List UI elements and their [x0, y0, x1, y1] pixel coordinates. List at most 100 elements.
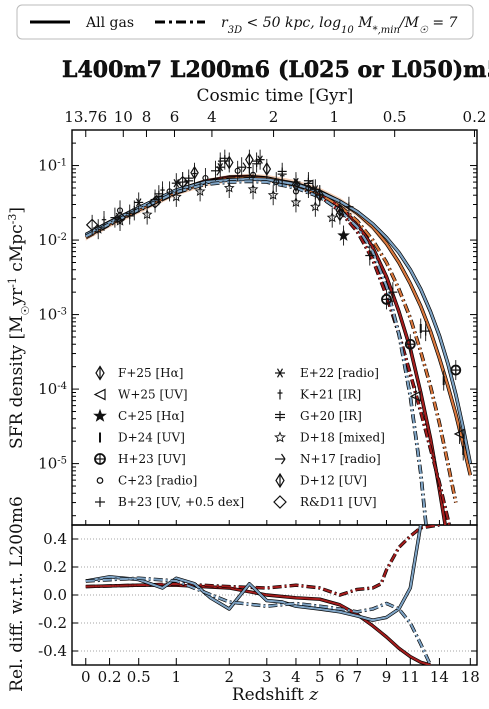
marker-part — [135, 198, 142, 207]
marker-circle-plus — [381, 293, 392, 305]
marker-thin-diamond — [291, 177, 301, 192]
marker-tri-left — [409, 390, 421, 402]
series-line-solid — [85, 177, 472, 464]
marker-part — [249, 171, 257, 178]
y-tick-label: 10-4 — [38, 380, 67, 398]
obs-legend-label: C+25 [Hα] — [118, 409, 184, 423]
legend-solid-label: All gas — [85, 15, 134, 31]
marker-part — [242, 166, 247, 173]
marker-part — [337, 228, 350, 241]
marker-star-open — [310, 201, 321, 212]
marker-part — [281, 453, 286, 460]
x-tick-label: 4 — [291, 668, 301, 686]
marker-part — [170, 191, 182, 202]
obs-legend-label: G+20 [IR] — [300, 409, 362, 423]
obs-legend-label: C+23 [radio] — [118, 474, 197, 488]
marker-thin-diamond — [95, 365, 105, 381]
obs-legend-label: H+23 [UV] — [118, 452, 186, 466]
x-tick-label: 2 — [224, 668, 234, 686]
marker-thin-diamond — [315, 188, 325, 203]
x-tick-label: 0.2 — [98, 668, 122, 686]
y-tick-exponent: -5 — [57, 455, 67, 466]
marker-small-circle — [96, 477, 104, 484]
marker-part — [216, 165, 221, 172]
marker-part — [273, 179, 280, 186]
marker-thin-diamond — [224, 155, 234, 170]
ratio-series-line-solid — [85, 525, 422, 622]
marker-part — [141, 208, 153, 220]
marker-asterisk — [171, 178, 181, 188]
marker-plus — [421, 326, 431, 336]
top-tick-label: 1 — [329, 108, 339, 126]
y-tick-label: 10-5 — [38, 455, 67, 473]
top-tick-label: 6 — [170, 108, 180, 126]
marker-plus — [365, 251, 375, 261]
marker-part — [453, 428, 465, 440]
marker-part — [173, 178, 180, 188]
ratio-y-tick-label: 0.4 — [43, 530, 67, 548]
ratio-plot-area — [72, 525, 477, 665]
observation-legend: F+25 [Hα] W+25 [UV] C+25 [Hα] D+24 [UV] H+23… — [93, 365, 385, 509]
sim-label-l400m7: L400m7 — [62, 57, 162, 83]
obs-legend-label: N+17 [radio] — [300, 452, 381, 466]
obs-legend-label: W+25 [UV] — [118, 388, 188, 402]
x-tick-label: 0 — [81, 668, 91, 686]
marker-star-open — [326, 211, 338, 223]
marker-part — [223, 182, 235, 193]
marker-asterisk — [310, 185, 320, 194]
top-tick-label: 2 — [269, 108, 279, 126]
marker-tri-right — [275, 453, 286, 465]
x-tick-label: 9 — [382, 668, 392, 686]
marker-part — [113, 211, 127, 224]
marker-plus — [388, 287, 398, 297]
main-plot-area — [84, 149, 473, 525]
top-tick-label: 4 — [207, 108, 217, 126]
marker-small-circle — [249, 171, 257, 178]
marker-part — [148, 196, 162, 209]
marker-star-open — [223, 182, 235, 193]
top-tick-label: 13.76 — [64, 108, 107, 126]
marker-tri-left — [453, 428, 465, 440]
x-tick-label: 18 — [461, 668, 480, 686]
y-tick-label: 10-3 — [38, 306, 67, 324]
x-tick-label: 3 — [262, 668, 272, 686]
marker-part — [242, 162, 247, 168]
marker-part — [155, 194, 161, 200]
ratio-y-tick-label: -0.4 — [38, 642, 67, 660]
marker-part — [176, 175, 189, 189]
marker-hash — [275, 411, 285, 421]
marker-tri-right — [237, 162, 247, 173]
marker-part — [247, 183, 259, 194]
y-tick-exponent: -2 — [57, 232, 67, 243]
marker-part — [115, 212, 120, 218]
simulation-labels: L400m7 L200m6 (L025 or L050)m5 — [62, 57, 489, 84]
x-tick-label: 14 — [430, 668, 449, 686]
marker-thin-diamond — [190, 165, 199, 180]
marker-circle-plus — [94, 453, 106, 465]
ratio-series-line-solid — [85, 584, 431, 665]
obs-legend-label: B+23 [UV, +0.5 dex] — [118, 495, 244, 509]
x-tick-label: 7 — [353, 668, 363, 686]
ratio-series-line-dashdot — [85, 577, 432, 665]
marker-hash — [125, 210, 135, 220]
marker-part — [93, 408, 107, 422]
ratio-y-tick-label: 0.2 — [43, 558, 67, 576]
marker-tri-right — [210, 165, 221, 176]
marker-small-circle — [234, 167, 241, 174]
obs-legend-label: R&D11 [UV] — [300, 495, 377, 509]
marker-diamond — [176, 175, 189, 189]
marker-part — [202, 174, 209, 182]
x-tick-label: 11 — [401, 668, 420, 686]
marker-star-open — [290, 196, 302, 208]
y-tick-label: 10-2 — [38, 231, 67, 249]
x-tick-label: 5 — [315, 668, 325, 686]
marker-hash — [303, 177, 313, 187]
marker-part — [194, 185, 206, 196]
marker-part — [267, 189, 279, 200]
marker-dagger — [101, 216, 107, 226]
marker-asterisk — [275, 368, 285, 378]
x-tick-label: 6 — [335, 668, 345, 686]
marker-hash — [252, 157, 262, 167]
obs-legend-label: D+18 [mixed] — [300, 431, 385, 445]
